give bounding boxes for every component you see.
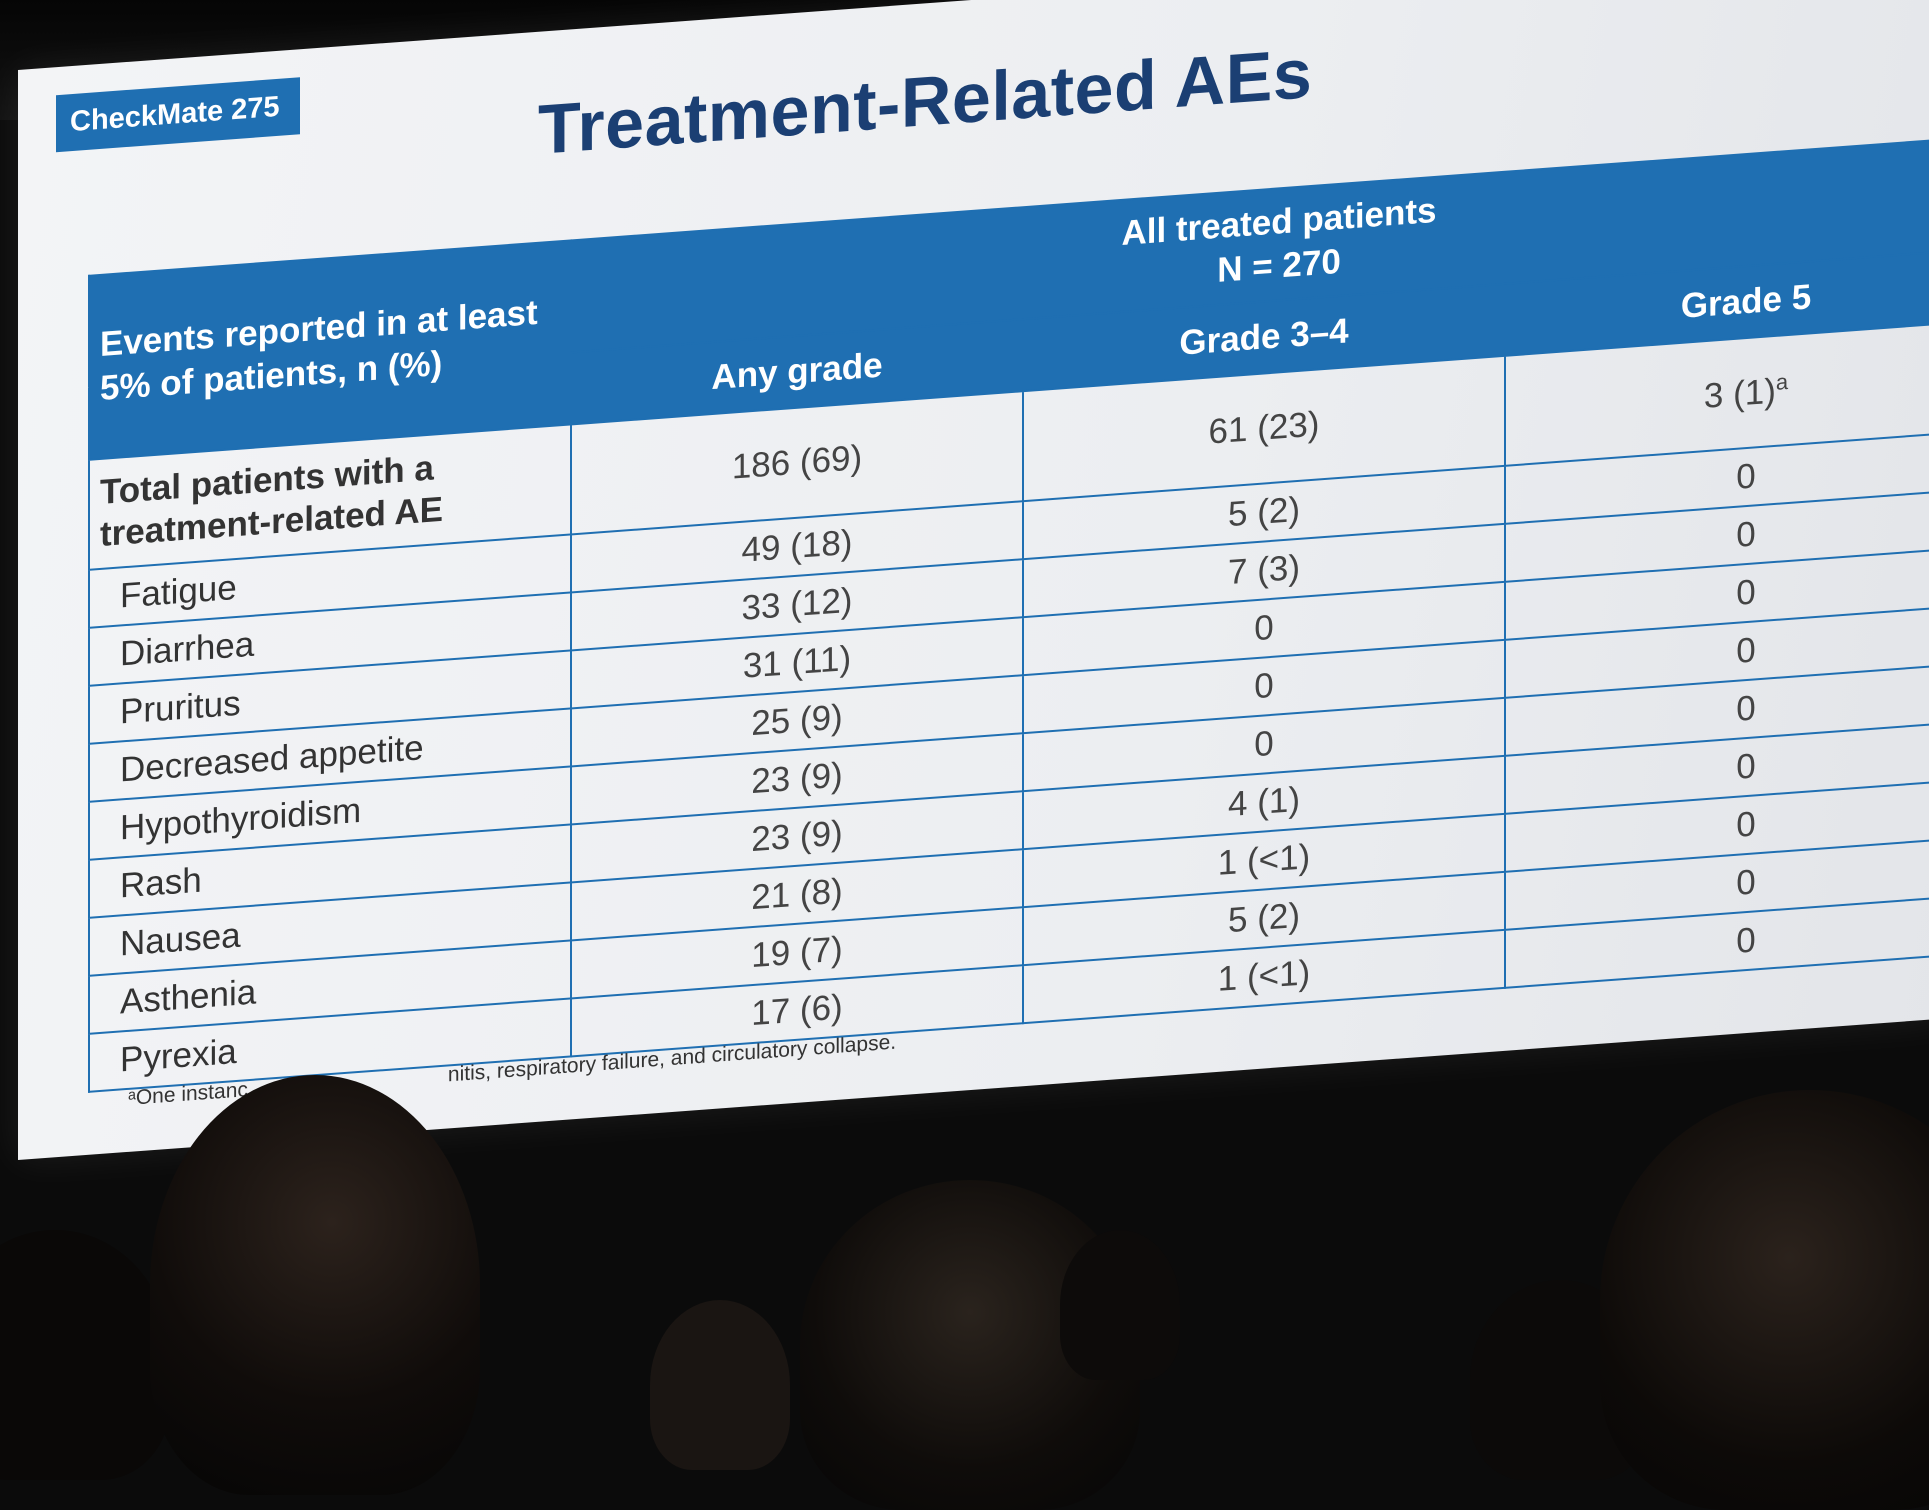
cell-value: 3 (1)	[1703, 371, 1776, 417]
study-tag: CheckMate 275	[56, 77, 300, 153]
slide-title: Treatment-Related AEs	[538, 33, 1313, 169]
row-header: Events reported in at least 5% of patien…	[89, 240, 571, 460]
audience-head	[0, 1230, 170, 1480]
footnote-marker: a	[1775, 369, 1789, 396]
projector-screen: CheckMate 275 Treatment-Related AEs Even…	[18, 0, 1929, 1161]
audience-head	[1600, 1090, 1929, 1510]
audience-head	[650, 1300, 790, 1470]
adverse-events-table: Events reported in at least 5% of patien…	[88, 135, 1929, 1093]
audience-head	[150, 1075, 480, 1495]
audience-head	[1060, 1230, 1180, 1380]
